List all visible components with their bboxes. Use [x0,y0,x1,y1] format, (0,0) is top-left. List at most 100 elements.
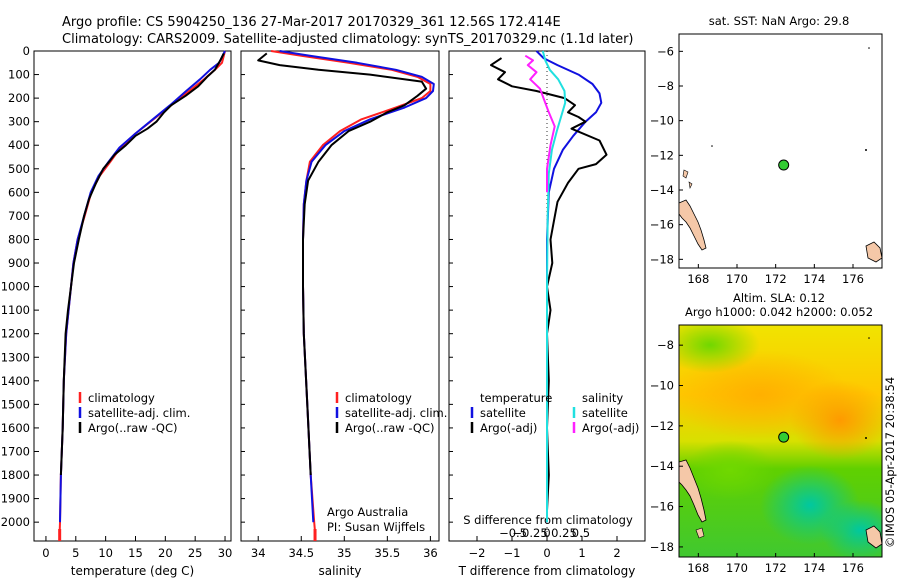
y-tick-label: 1400 [1,374,30,388]
salinity-plot-frame [240,50,440,542]
x-tick-label: 15 [128,546,143,560]
legend-label-satellite: satellite-adj. clim. [345,406,447,420]
header-line-1: Argo profile: CS 5904250_136 27-Mar-2017… [62,15,561,30]
legend-label-argo: Argo(..raw -QC) [88,421,178,435]
map-y-tick-label: −16 [650,218,674,232]
y-tick-label: 700 [8,209,30,223]
top-tick-label: −0.5 [499,526,527,540]
map-axes-layer: 168 170 172 174 176 −6 −8 −10 −12 −14 −16 −18 168 170… [650,44,864,575]
land-vanuatu [678,199,707,251]
series-line [541,50,567,523]
y-tick-label: 1300 [1,350,30,364]
sla-warm-patch [790,380,882,460]
land-islet [868,337,870,339]
difference-legend: temperature satellite Argo(-adj) salinit… [470,391,639,435]
x-tick-label: 34 [251,546,266,560]
map-x-tick-label: 172 [765,561,787,575]
land-vanuatu [679,459,707,523]
y-tick-label: 1800 [1,468,30,482]
y-tick-label: 600 [8,185,30,199]
x-axis-label: T difference from climatology [458,564,636,578]
map-y-tick-label: −14 [650,183,674,197]
top-tick-label: 0.25 [551,526,577,540]
y-tick-label: 1500 [1,397,30,411]
land-islet [688,181,693,189]
y-tick-label: 100 [8,68,30,82]
legend-label-s-satellite: satellite [582,406,628,420]
map-y-tick-label: −8 [657,79,674,93]
legend-label-s-argo: Argo(-adj) [582,421,639,435]
y-tick-label: 300 [8,115,30,129]
x-tick-label: 0 [42,546,49,560]
legend-label-t-argo: Argo(-adj) [480,421,537,435]
x-tick-label: 10 [98,546,113,560]
map-y-tick-label: −12 [650,419,674,433]
map-x-tick-label: 174 [803,272,825,286]
y-tick-label: 1200 [1,327,30,341]
salinity-legend: climatology satellite-adj. clim. Argo(..… [327,391,447,534]
top-axis-label: S difference from climatology [463,513,633,527]
x-tick-label: 35 [337,546,352,560]
map-x-tick-label: 172 [765,272,787,286]
legend-title-temperature: temperature [480,391,552,405]
series-line [59,50,226,523]
y-tick-label: 800 [8,232,30,246]
map-x-tick-label: 168 [687,272,709,286]
series-layer [58,50,608,541]
map-y-tick-label: −10 [650,379,674,393]
x-tick-label: 30 [218,546,233,560]
land-fiji [865,241,883,263]
x-tick-label: 1 [578,546,585,560]
map-x-tick-label: 176 [842,561,864,575]
sla-map-title-line-2: Argo h1000: 0.042 h2000: 0.052 [685,305,873,319]
sla-green-patch [679,325,760,373]
land-islet [682,169,689,179]
legend-label-argo: Argo(..raw -QC) [345,421,435,435]
x-tick-label: 20 [158,546,173,560]
land-fiji [865,525,882,549]
legend-label-climatology: climatology [345,391,412,405]
land-islet [711,145,713,147]
map-y-tick-label: −18 [650,252,674,266]
x-tick-label: 0 [543,546,550,560]
x-tick-label: 5 [72,546,79,560]
series-line [524,54,556,193]
map-y-tick-label: −16 [650,500,674,514]
sst-map-frame [678,33,883,269]
series-line [270,50,432,532]
land-islet [868,47,870,49]
series-line [257,52,428,476]
legend-label-t-satellite: satellite [480,406,526,420]
map-x-tick-label: 170 [726,561,748,575]
imos-credit: ©IMOS 05-Apr-2017 20:38:54 [883,377,897,548]
y-tick-label: 1000 [1,280,30,294]
map-y-tick-label: −12 [650,148,674,162]
y-tick-label: 1100 [1,303,30,317]
x-tick-label: 35.5 [375,546,401,560]
y-tick-label: 1700 [1,444,30,458]
sst-map-title: sat. SST: NaN Argo: 29.8 [709,14,850,28]
y-tick-label: 400 [8,138,30,152]
sla-cool-patch [820,500,882,557]
legend-label-satellite: satellite-adj. clim. [88,406,190,420]
map-y-tick-label: −8 [657,338,674,352]
map-y-tick-label: −10 [650,114,674,128]
map-x-tick-label: 170 [726,272,748,286]
temperature-legend: climatology satellite-adj. clim. Argo(..… [78,391,190,435]
temperature-plot-frame [33,50,232,542]
x-tick-label: 36 [423,546,438,560]
x-axis-label: temperature (deg C) [71,564,194,578]
x-tick-label: −2 [469,546,486,560]
x-tick-label: 25 [188,546,203,560]
legend-title-salinity: salinity [582,391,623,405]
y-tick-label: 2000 [1,515,30,529]
x-tick-label: 2 [613,546,620,560]
axes-layer: 0 5 10 15 20 25 300100200300400500600700800900… [1,44,636,578]
top-tick-label: 0.5 [572,526,590,540]
header-line-2: Climatology: CARS2009. Satellite-adjuste… [62,32,634,47]
y-tick-label: 200 [8,91,30,105]
map-x-tick-label: 168 [687,561,709,575]
argo-position-marker [778,159,790,171]
land-islet [695,527,705,539]
